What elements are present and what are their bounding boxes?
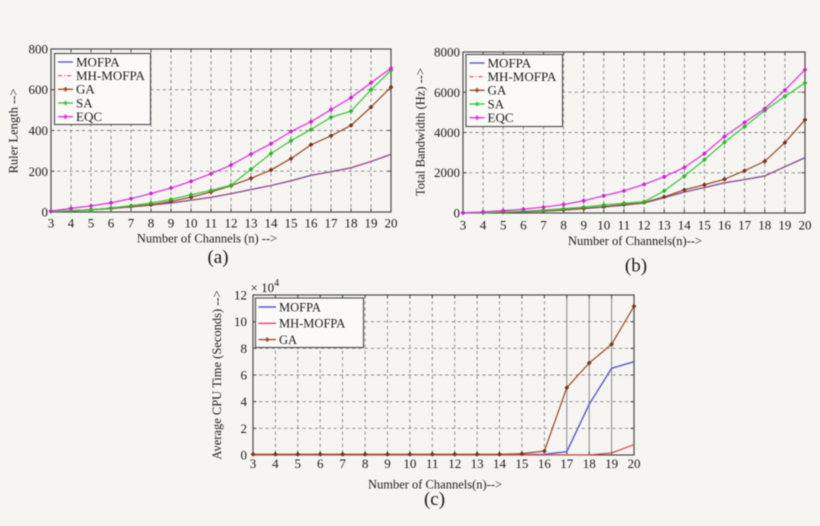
svg-text:0: 0 xyxy=(42,205,49,220)
svg-text:(a): (a) xyxy=(207,247,228,268)
svg-text:20: 20 xyxy=(799,218,812,233)
svg-text:15: 15 xyxy=(698,218,711,233)
svg-text:3: 3 xyxy=(48,216,55,231)
svg-text:13: 13 xyxy=(658,218,671,233)
svg-text:10: 10 xyxy=(597,218,610,233)
svg-text:6: 6 xyxy=(520,218,527,233)
svg-text:800: 800 xyxy=(29,42,49,57)
svg-text:(c): (c) xyxy=(424,489,445,510)
svg-text:Number of Channels(n)-->: Number of Channels(n)--> xyxy=(368,478,502,492)
svg-text:GA: GA xyxy=(76,82,95,97)
svg-text:MOFPA: MOFPA xyxy=(76,54,120,69)
svg-text:18: 18 xyxy=(758,218,771,233)
svg-text:4000: 4000 xyxy=(434,125,460,140)
svg-text:8000: 8000 xyxy=(434,45,460,60)
svg-text:Ruler Length -->: Ruler Length --> xyxy=(7,89,21,174)
svg-text:2: 2 xyxy=(241,421,248,436)
svg-text:12: 12 xyxy=(638,218,651,233)
svg-text:(b): (b) xyxy=(625,256,647,277)
svg-text:Average CPU Time (Seconds) -->: Average CPU Time (Seconds) --> xyxy=(210,290,224,459)
svg-text:4: 4 xyxy=(241,394,248,409)
svg-text:17: 17 xyxy=(560,456,574,471)
svg-text:19: 19 xyxy=(605,456,618,471)
svg-text:8: 8 xyxy=(362,456,369,471)
svg-text:4: 4 xyxy=(68,216,75,231)
svg-text:11: 11 xyxy=(618,218,631,233)
svg-text:20: 20 xyxy=(385,216,398,231)
svg-text:4: 4 xyxy=(480,218,487,233)
svg-text:11: 11 xyxy=(205,216,218,231)
svg-text:9: 9 xyxy=(384,456,391,471)
svg-text:× 104: × 104 xyxy=(251,278,280,295)
svg-text:2000: 2000 xyxy=(434,165,460,180)
svg-text:12: 12 xyxy=(448,456,461,471)
svg-text:16: 16 xyxy=(538,456,552,471)
svg-text:13: 13 xyxy=(245,216,258,231)
svg-text:SA: SA xyxy=(76,95,93,110)
svg-text:15: 15 xyxy=(285,216,298,231)
svg-text:GA: GA xyxy=(488,83,507,98)
svg-text:17: 17 xyxy=(325,216,339,231)
svg-text:0: 0 xyxy=(454,206,461,221)
svg-text:9: 9 xyxy=(580,218,587,233)
svg-text:MH-MOFPA: MH-MOFPA xyxy=(76,68,145,83)
svg-text:MH-MOFPA: MH-MOFPA xyxy=(279,317,345,331)
svg-text:6: 6 xyxy=(317,456,324,471)
svg-text:8: 8 xyxy=(148,216,155,231)
svg-text:18: 18 xyxy=(345,216,358,231)
svg-text:14: 14 xyxy=(265,216,279,231)
svg-text:7: 7 xyxy=(339,456,346,471)
svg-text:EQC: EQC xyxy=(76,109,102,124)
svg-text:3: 3 xyxy=(460,218,467,233)
svg-text:10: 10 xyxy=(185,216,198,231)
svg-text:19: 19 xyxy=(778,218,791,233)
svg-text:16: 16 xyxy=(305,216,319,231)
svg-text:Total Bandwidth (Hz) -->: Total Bandwidth (Hz) --> xyxy=(414,68,428,196)
svg-text:9: 9 xyxy=(168,216,175,231)
svg-text:8: 8 xyxy=(241,341,248,356)
svg-text:Number of Channels (n) -->: Number of Channels (n) --> xyxy=(137,232,277,246)
svg-text:200: 200 xyxy=(29,164,49,179)
svg-text:0: 0 xyxy=(241,448,248,463)
svg-text:5: 5 xyxy=(295,456,302,471)
svg-text:7: 7 xyxy=(540,218,547,233)
svg-text:3: 3 xyxy=(250,456,257,471)
svg-text:14: 14 xyxy=(678,218,692,233)
svg-text:4: 4 xyxy=(272,456,279,471)
svg-text:6000: 6000 xyxy=(434,85,460,100)
svg-text:SA: SA xyxy=(488,96,505,111)
svg-text:6: 6 xyxy=(108,216,115,231)
svg-text:15: 15 xyxy=(515,456,528,471)
svg-text:8: 8 xyxy=(560,218,567,233)
svg-text:400: 400 xyxy=(29,123,49,138)
svg-text:GA: GA xyxy=(279,333,297,347)
svg-text:600: 600 xyxy=(29,82,49,97)
svg-text:18: 18 xyxy=(583,456,596,471)
svg-text:12: 12 xyxy=(225,216,238,231)
svg-text:MOFPA: MOFPA xyxy=(279,300,321,314)
svg-text:14: 14 xyxy=(493,456,507,471)
svg-text:MOFPA: MOFPA xyxy=(488,55,532,70)
svg-text:16: 16 xyxy=(718,218,732,233)
svg-text:7: 7 xyxy=(128,216,135,231)
svg-text:Number of Channels(n)-->: Number of Channels(n)--> xyxy=(568,234,702,248)
svg-text:13: 13 xyxy=(471,456,484,471)
svg-text:10: 10 xyxy=(234,314,247,329)
svg-text:6: 6 xyxy=(241,368,248,383)
svg-text:20: 20 xyxy=(628,456,641,471)
svg-text:5: 5 xyxy=(88,216,95,231)
svg-text:17: 17 xyxy=(738,218,752,233)
svg-text:19: 19 xyxy=(365,216,378,231)
svg-text:5: 5 xyxy=(500,218,507,233)
svg-text:11: 11 xyxy=(426,456,439,471)
svg-text:EQC: EQC xyxy=(488,110,514,125)
svg-text:MH-MOFPA: MH-MOFPA xyxy=(488,69,557,84)
svg-text:10: 10 xyxy=(403,456,416,471)
svg-text:12: 12 xyxy=(234,288,247,303)
